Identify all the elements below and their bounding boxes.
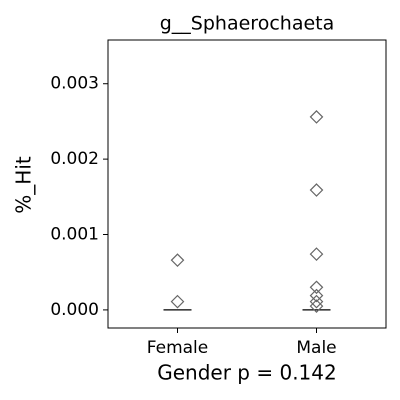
data-point — [309, 280, 324, 295]
x-tick-label: Female — [147, 338, 208, 358]
x-axis-label: Gender p = 0.142 — [157, 361, 336, 385]
y-tick-label: 0.001 — [50, 225, 99, 245]
data-point — [309, 110, 324, 124]
data-point — [170, 253, 185, 267]
x-tick-label: Male — [296, 338, 336, 358]
y-axis-label: %_Hit — [12, 156, 36, 214]
chart-title: g__Sphaerochaeta — [160, 13, 335, 35]
plot-frame — [107, 39, 387, 329]
data-point — [309, 247, 324, 261]
data-point — [309, 294, 324, 309]
data-point — [309, 299, 324, 313]
y-tick-label: 0.002 — [50, 149, 99, 169]
y-tick-label: 0.003 — [50, 74, 99, 94]
data-point — [309, 288, 324, 303]
y-tick-label: 0.000 — [50, 300, 99, 320]
data-point — [170, 294, 185, 309]
data-point — [309, 183, 324, 197]
